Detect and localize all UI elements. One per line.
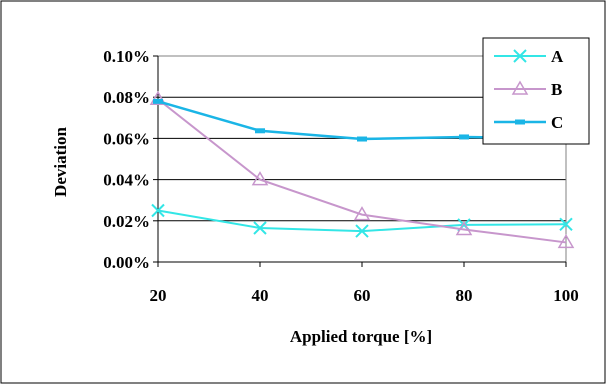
y-axis-title: Deviation: [51, 127, 70, 197]
legend-box: [482, 37, 590, 145]
series-b-point: [251, 171, 269, 186]
x-tick-label: 20: [150, 286, 167, 305]
legend-b-marker: [511, 80, 529, 95]
series-b-point: [149, 90, 167, 106]
series-a-point: [559, 217, 573, 232]
series-b: [149, 90, 575, 249]
series-c-point: [459, 134, 469, 140]
y-tick-label: 0.00%: [103, 253, 150, 272]
y-tick-label: 0.10%: [103, 47, 150, 66]
y-tick-label: 0.02%: [103, 212, 150, 231]
series-a-point: [253, 221, 267, 235]
legend-c-marker: [515, 119, 525, 125]
y-tick-label: 0.04%: [103, 171, 150, 190]
series-c-point: [357, 136, 367, 142]
series-c-point: [255, 128, 265, 134]
legend-a-marker: [513, 49, 527, 63]
x-tick-label: 40: [252, 286, 269, 305]
legend-a-label: A: [551, 47, 564, 66]
x-tick-label: 80: [456, 286, 473, 305]
x-tick-label: 60: [354, 286, 371, 305]
series-a: [151, 203, 573, 238]
x-axis-title: Applied torque [%]: [290, 327, 432, 346]
x-axis-ticks: 20 40 60 80 100: [150, 261, 579, 305]
y-tick-label: 0.08%: [103, 88, 150, 107]
legend: ABC: [482, 37, 590, 145]
series-b-point: [557, 233, 575, 249]
x-tick-label: 100: [553, 286, 579, 305]
y-axis-ticks: 0.00% 0.02% 0.04% 0.06% 0.08% 0.10%: [103, 47, 159, 272]
series-b-point: [353, 206, 371, 221]
series-c-point: [153, 98, 163, 104]
legend-c-label: C: [551, 113, 563, 132]
series-a-point: [151, 203, 165, 218]
series-b-point: [455, 220, 473, 236]
y-tick-label: 0.06%: [103, 129, 150, 148]
series-b-line: [157, 98, 567, 244]
legend-b-label: B: [551, 80, 562, 99]
series-a-point: [355, 224, 369, 238]
